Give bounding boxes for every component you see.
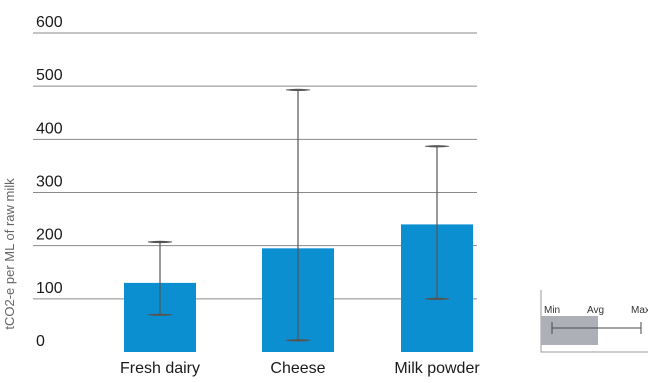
y-tick-label: 0: [36, 333, 45, 350]
y-tick-label: 600: [36, 14, 63, 31]
y-tick-label: 500: [36, 67, 63, 84]
legend-min-label: Min: [544, 305, 560, 316]
error-bar-cap-max: [285, 88, 311, 92]
error-bar-cap-max: [147, 240, 173, 244]
error-bar-cap-max: [424, 145, 450, 148]
error-bar-cap-min: [285, 339, 311, 342]
x-tick-label: Milk powder: [394, 360, 480, 377]
error-bar-legend: Min Avg Max: [540, 290, 648, 353]
y-tick-labels: 0 100 200 300 400 500 600: [36, 14, 63, 350]
y-tick-label: 300: [36, 174, 63, 191]
legend-frame: [540, 290, 648, 353]
x-tick-label: Fresh dairy: [120, 360, 200, 377]
x-tick-labels: Fresh dairy Cheese Milk powder: [120, 360, 480, 377]
error-bars: [147, 88, 450, 342]
y-tick-label: 100: [36, 280, 63, 297]
error-bar-cap-min: [147, 313, 173, 316]
legend-avg-label: Avg: [587, 305, 604, 316]
y-tick-label: 200: [36, 227, 63, 244]
y-axis-title: tCO2-e per ML of raw milk: [2, 178, 17, 330]
error-bar-cap-min: [424, 297, 450, 300]
y-tick-label: 400: [36, 120, 63, 137]
legend-avg-box: [541, 316, 598, 345]
x-tick-label: Cheese: [270, 360, 325, 377]
legend-max-label: Max: [631, 305, 648, 316]
